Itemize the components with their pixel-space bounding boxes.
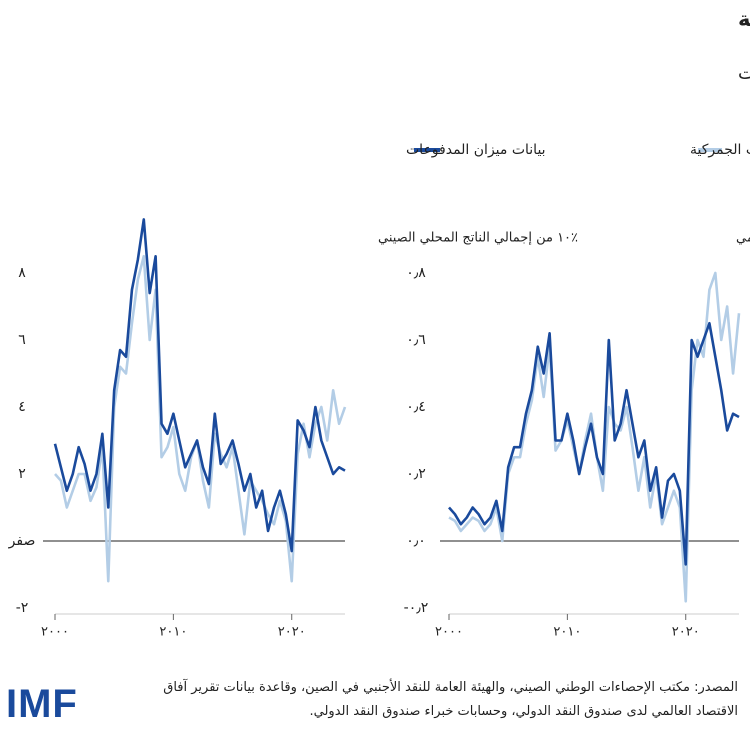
series-line	[53, 218, 346, 553]
logo: IMF	[6, 682, 78, 726]
series-line	[54, 254, 347, 583]
x-tick-label: ٢٠٠٠	[435, 625, 463, 640]
panel-title: ٪١ من إجمالي الناتج المحلي العالمي	[736, 231, 750, 246]
panel-title: ٪١٠ من إجمالي الناتج المحلي الصيني	[378, 231, 578, 246]
x-tick-label: ٢٠١٠	[553, 625, 581, 640]
y-tick-label: ٦	[18, 332, 26, 348]
subtitle: صافي صادرات الصين من السلع والخدمات	[738, 63, 750, 84]
y-tick-label: صفر	[8, 533, 36, 549]
x-tick-label: ٢٠٢٠	[278, 625, 306, 640]
x-tick-label: ٢٠٢٠	[672, 625, 700, 640]
y-tick-label: ٠٫٦	[406, 332, 426, 348]
y-tick-label: ٠٫٢	[406, 466, 426, 482]
y-tick-label: ٤	[18, 399, 26, 415]
source: المصدر: مكتب الإحصاءات الوطني الصيني، وا…	[163, 680, 738, 719]
title: ارتفاع هائل في الفائض التجاري في الصين م…	[738, 7, 750, 32]
x-tick-label: ٢٠١٠	[159, 625, 187, 640]
legend-label: بيانات ميزان المدفوعات	[406, 142, 546, 158]
y-tick-label: ٠٫٠	[406, 533, 426, 549]
legend-label: البيانات الجمركية	[690, 142, 750, 158]
y-tick-label: ٨	[18, 265, 26, 281]
x-tick-label: ٢٠٠٠	[41, 625, 69, 640]
y-tick-label: ٢	[18, 466, 26, 482]
y-tick-label: ٠٫٨	[406, 265, 426, 281]
series-line	[448, 321, 740, 566]
y-tick-label: ٠٫٤	[406, 399, 426, 415]
y-tick-label: -٠٫٢	[404, 600, 429, 616]
y-tick-label: -٢	[16, 600, 29, 616]
